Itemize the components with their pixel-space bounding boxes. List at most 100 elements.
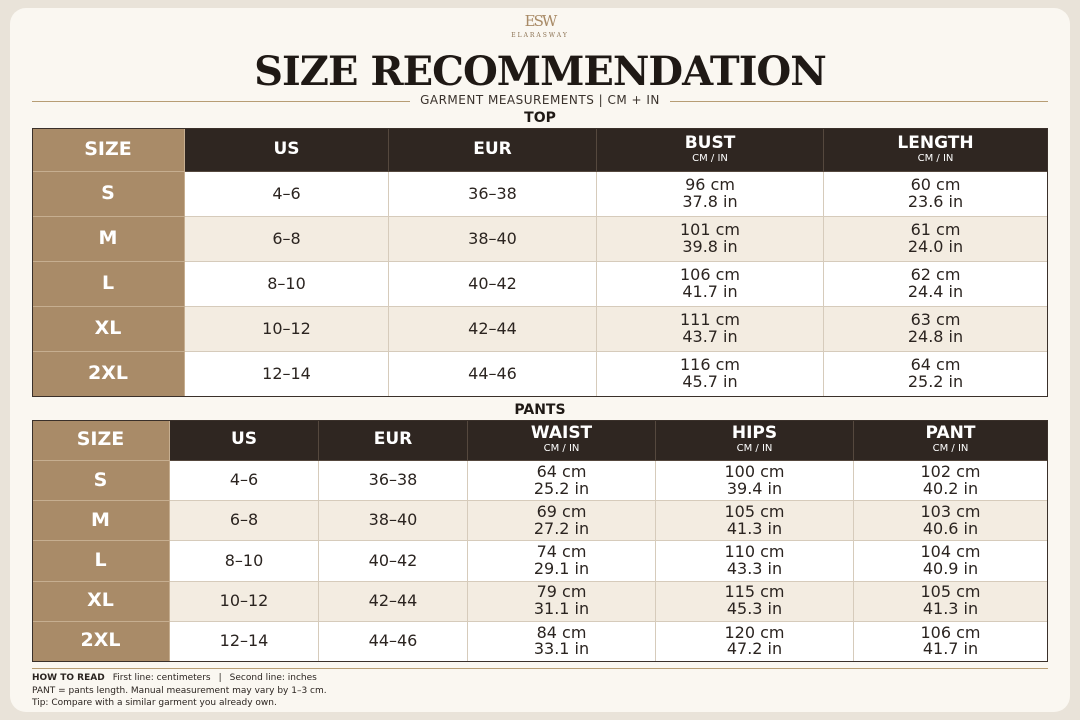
cell-text: 36–38 — [468, 183, 517, 203]
cell-text: 10–12 — [262, 318, 311, 338]
size-cell: S — [32, 172, 185, 217]
table-cell: 63 cm 24.8 in — [824, 307, 1048, 352]
cell-text: XL — [87, 589, 114, 612]
table-cell: 116 cm 45.7 in — [597, 352, 824, 397]
cell-line: 41.7 in — [682, 282, 738, 301]
column-label: BUST — [684, 132, 736, 153]
table-cell: 110 cm 43.3 in — [656, 541, 854, 582]
table-cell: 44–46 — [389, 352, 597, 397]
size-cell: 2XL — [32, 352, 185, 397]
cell-line: 60 cm — [910, 175, 961, 195]
table-cell: 38–40 — [389, 217, 597, 262]
cell-text: 6–8 — [272, 228, 301, 248]
cell-line: 24.0 in — [907, 237, 964, 256]
footer-text: First line: centimeters — [112, 673, 211, 683]
cell-line: 39.4 in — [726, 478, 783, 498]
subtitle: GARMENT MEASUREMENTS | CM + IN — [410, 93, 670, 107]
column-unit: CM / IN — [543, 443, 580, 455]
cell-line: 103 cm — [920, 501, 981, 521]
table-cell: 102 cm 40.2 in — [854, 461, 1048, 502]
column-header: BUST CM / IN — [597, 128, 824, 172]
size-cell: XL — [32, 307, 185, 352]
column-header: WAIST CM / IN — [468, 420, 656, 461]
table-cell: 8–10 — [170, 541, 319, 582]
divider — [32, 668, 1048, 669]
cell-line: 40.6 in — [922, 518, 979, 538]
cell-text: L — [101, 272, 115, 295]
cell-line: 104 cm — [920, 542, 981, 562]
table-cell: 6–8 — [185, 217, 389, 262]
column-header: PANT CM / IN — [854, 420, 1048, 461]
table-cell: 61 cm 24.0 in — [824, 217, 1048, 262]
footer-tip: Tip: Compare with a similar garment you … — [32, 698, 277, 708]
cell-line: 41.3 in — [726, 518, 783, 538]
column-header: EUR — [389, 128, 597, 172]
table-cell: 106 cm 41.7 in — [597, 262, 824, 307]
column-label: LENGTH — [897, 132, 974, 153]
column-label: PANT — [925, 423, 976, 444]
cell-line: 120 cm — [724, 622, 785, 642]
column-label: HIPS — [731, 423, 778, 444]
cell-line: 69 cm — [536, 501, 587, 521]
table-cell: 64 cm 25.2 in — [824, 352, 1048, 397]
table-cell: 105 cm 41.3 in — [854, 581, 1048, 622]
size-cell: S — [32, 461, 170, 502]
brand-name: ELARASWAY — [511, 32, 569, 39]
page-title: SIZE RECOMMENDATION — [254, 48, 827, 95]
cell-text: 10–12 — [219, 590, 269, 610]
cell-line: 105 cm — [920, 582, 981, 602]
table-cell: 44–46 — [319, 621, 468, 662]
cell-text: 8–10 — [267, 273, 306, 293]
cell-text: 2XL — [80, 629, 121, 652]
table-cell: 36–38 — [319, 461, 468, 502]
column-unit: CM / IN — [932, 443, 969, 455]
table-cell: 62 cm 24.4 in — [824, 262, 1048, 307]
cell-line: 111 cm — [679, 310, 740, 330]
size-cell: L — [32, 541, 170, 582]
table-cell: 36–38 — [389, 172, 597, 217]
cell-line: 25.2 in — [907, 372, 964, 391]
cell-line: 45.7 in — [682, 372, 738, 391]
brand-monogram: ESW — [524, 12, 558, 30]
table-cell: 40–42 — [389, 262, 597, 307]
cell-text: M — [91, 508, 110, 531]
cell-text: 40–42 — [468, 273, 517, 293]
cell-line: 41.3 in — [922, 599, 979, 619]
size-cell: XL — [32, 581, 170, 622]
table-cell: 104 cm 40.9 in — [854, 541, 1048, 582]
cell-text: S — [101, 182, 115, 205]
cell-line: 115 cm — [724, 582, 785, 602]
table-cell: 84 cm 33.1 in — [468, 621, 656, 662]
table-cell: 42–44 — [389, 307, 597, 352]
cell-text: XL — [94, 317, 122, 340]
table-cell: 40–42 — [319, 541, 468, 582]
column-label: EUR — [373, 429, 413, 450]
table-cell: 100 cm 39.4 in — [656, 461, 854, 502]
size-cell: 2XL — [32, 621, 170, 662]
cell-line: 61 cm — [910, 220, 961, 240]
cell-line: 100 cm — [724, 461, 785, 481]
cell-line: 39.8 in — [682, 237, 738, 256]
table-cell: 12–14 — [170, 621, 319, 662]
cell-text: 2XL — [88, 362, 128, 385]
cell-line: 31.1 in — [533, 599, 590, 619]
cell-line: 110 cm — [724, 542, 785, 562]
cell-line: 63 cm — [910, 310, 961, 330]
table-cell: 42–44 — [319, 581, 468, 622]
footer-separator: | — [218, 673, 222, 683]
cell-line: 40.9 in — [922, 558, 979, 578]
cell-text: 6–8 — [229, 510, 259, 530]
table-cell: 79 cm 31.1 in — [468, 581, 656, 622]
table-cell: 10–12 — [185, 307, 389, 352]
table-cell: 60 cm 23.6 in — [824, 172, 1048, 217]
cell-text: L — [94, 549, 107, 572]
table-cell: 6–8 — [170, 501, 319, 542]
column-header: SIZE — [32, 128, 185, 172]
column-header: SIZE — [32, 420, 170, 461]
table-cell: 4–6 — [185, 172, 389, 217]
subtitle-wrap: GARMENT MEASUREMENTS | CM + IN — [0, 93, 1080, 107]
cell-line: 84 cm — [536, 622, 587, 642]
table-cell: 105 cm 41.3 in — [656, 501, 854, 542]
cell-text: 42–44 — [368, 590, 418, 610]
